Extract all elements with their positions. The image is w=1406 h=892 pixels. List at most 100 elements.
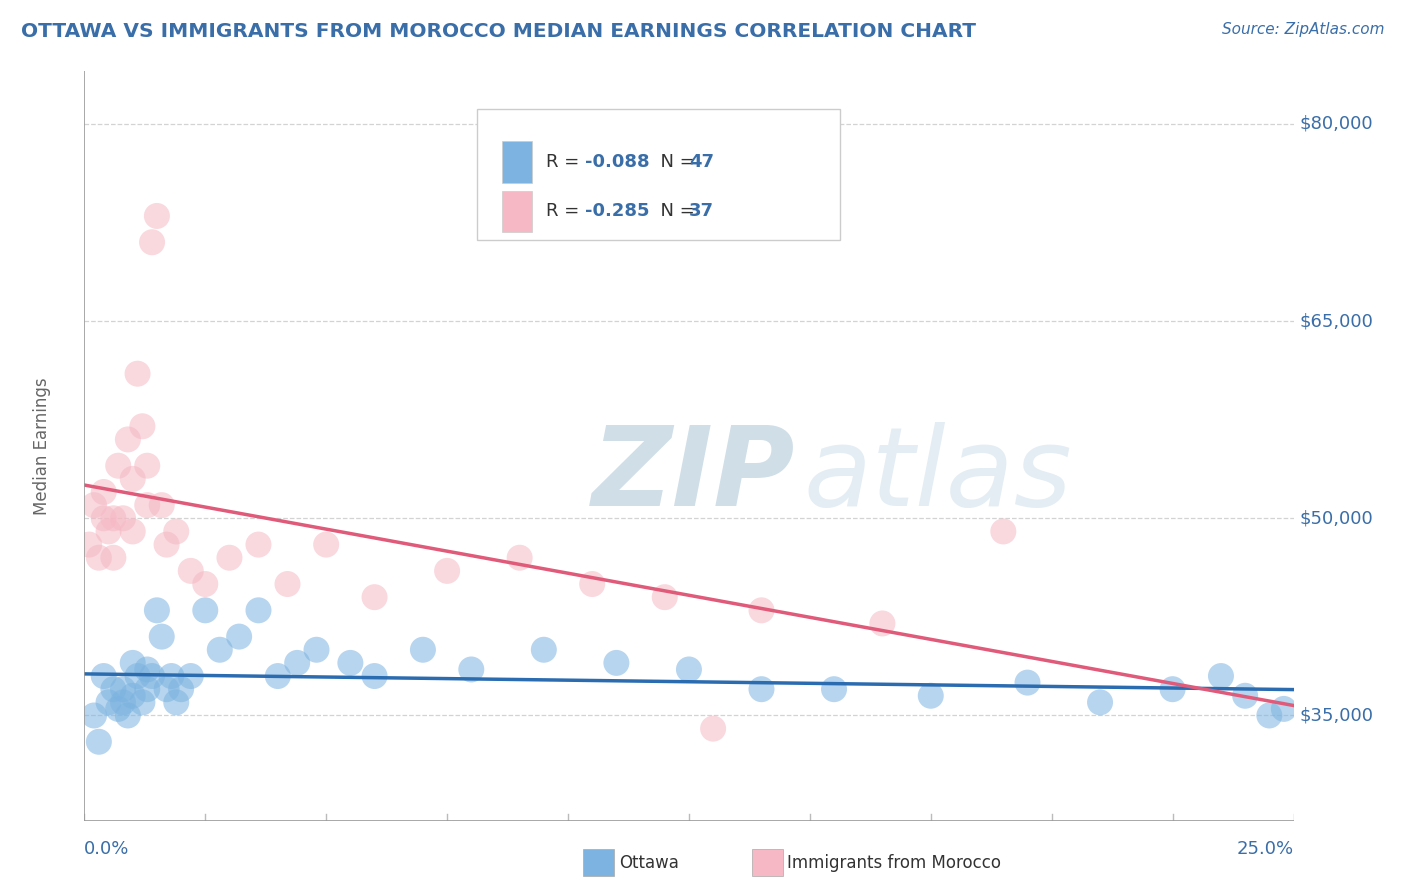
Text: atlas: atlas: [804, 423, 1073, 530]
Point: [218, 550, 240, 565]
Point: [150, 498, 173, 512]
Point: [117, 708, 139, 723]
Point: [412, 642, 434, 657]
Point: [83, 708, 105, 723]
Point: [605, 656, 627, 670]
Point: [136, 458, 159, 473]
Point: [581, 577, 603, 591]
Point: [509, 550, 531, 565]
Text: 47: 47: [689, 153, 714, 171]
Point: [194, 603, 217, 617]
Point: [97, 695, 120, 709]
Point: [97, 524, 120, 539]
Text: $80,000: $80,000: [1299, 115, 1374, 133]
Point: [1258, 708, 1281, 723]
Point: [121, 656, 143, 670]
Point: [141, 669, 163, 683]
Point: [533, 642, 555, 657]
Point: [170, 682, 193, 697]
Point: [155, 538, 177, 552]
Point: [103, 682, 125, 697]
Point: [121, 524, 143, 539]
Point: [436, 564, 458, 578]
Point: [77, 538, 100, 552]
Text: N =: N =: [650, 202, 700, 220]
Point: [112, 511, 135, 525]
Point: [131, 419, 153, 434]
Text: Immigrants from Morocco: Immigrants from Morocco: [787, 854, 1001, 871]
Point: [107, 458, 129, 473]
Point: [363, 669, 385, 683]
Point: [127, 669, 149, 683]
Point: [103, 550, 125, 565]
Point: [180, 564, 202, 578]
Point: [136, 682, 159, 697]
FancyBboxPatch shape: [502, 142, 531, 183]
Point: [339, 656, 361, 670]
Point: [146, 603, 169, 617]
Point: [654, 590, 676, 604]
Point: [112, 682, 135, 697]
Point: [678, 663, 700, 677]
Point: [165, 695, 187, 709]
Point: [155, 682, 177, 697]
Point: [127, 367, 149, 381]
Point: [1017, 675, 1039, 690]
Text: $50,000: $50,000: [1299, 509, 1374, 527]
Point: [460, 663, 482, 677]
Point: [1234, 689, 1257, 703]
Point: [180, 669, 202, 683]
Point: [363, 590, 385, 604]
Text: Source: ZipAtlas.com: Source: ZipAtlas.com: [1222, 22, 1385, 37]
Point: [1209, 669, 1232, 683]
Point: [160, 669, 183, 683]
Point: [247, 603, 270, 617]
Text: R =: R =: [547, 153, 585, 171]
Text: Median Earnings: Median Earnings: [32, 377, 51, 515]
Text: ZIP: ZIP: [592, 423, 796, 530]
Point: [121, 689, 143, 703]
Text: $35,000: $35,000: [1299, 706, 1374, 724]
Point: [276, 577, 298, 591]
Point: [136, 498, 159, 512]
Point: [305, 642, 328, 657]
FancyBboxPatch shape: [502, 191, 531, 232]
Text: $65,000: $65,000: [1299, 312, 1374, 330]
Text: 0.0%: 0.0%: [84, 840, 129, 858]
Point: [112, 695, 135, 709]
Point: [208, 642, 231, 657]
Point: [702, 722, 724, 736]
Point: [1272, 702, 1295, 716]
Point: [228, 630, 250, 644]
Point: [103, 511, 125, 525]
Point: [267, 669, 290, 683]
FancyBboxPatch shape: [478, 109, 841, 240]
Point: [93, 511, 115, 525]
Point: [141, 235, 163, 250]
Point: [165, 524, 187, 539]
Point: [93, 485, 115, 500]
Text: 25.0%: 25.0%: [1236, 840, 1294, 858]
Point: [920, 689, 942, 703]
Point: [136, 663, 159, 677]
Point: [751, 682, 773, 697]
Point: [107, 702, 129, 716]
Text: N =: N =: [650, 153, 700, 171]
Point: [1088, 695, 1111, 709]
Text: Ottawa: Ottawa: [619, 854, 679, 871]
Point: [315, 538, 337, 552]
Point: [872, 616, 894, 631]
Point: [87, 735, 110, 749]
Point: [1161, 682, 1184, 697]
Text: 37: 37: [689, 202, 714, 220]
Point: [83, 498, 105, 512]
Point: [823, 682, 845, 697]
Point: [751, 603, 773, 617]
Point: [285, 656, 308, 670]
Point: [117, 433, 139, 447]
Text: OTTAWA VS IMMIGRANTS FROM MOROCCO MEDIAN EARNINGS CORRELATION CHART: OTTAWA VS IMMIGRANTS FROM MOROCCO MEDIAN…: [21, 22, 976, 41]
Point: [121, 472, 143, 486]
Point: [87, 550, 110, 565]
Point: [247, 538, 270, 552]
Point: [993, 524, 1015, 539]
